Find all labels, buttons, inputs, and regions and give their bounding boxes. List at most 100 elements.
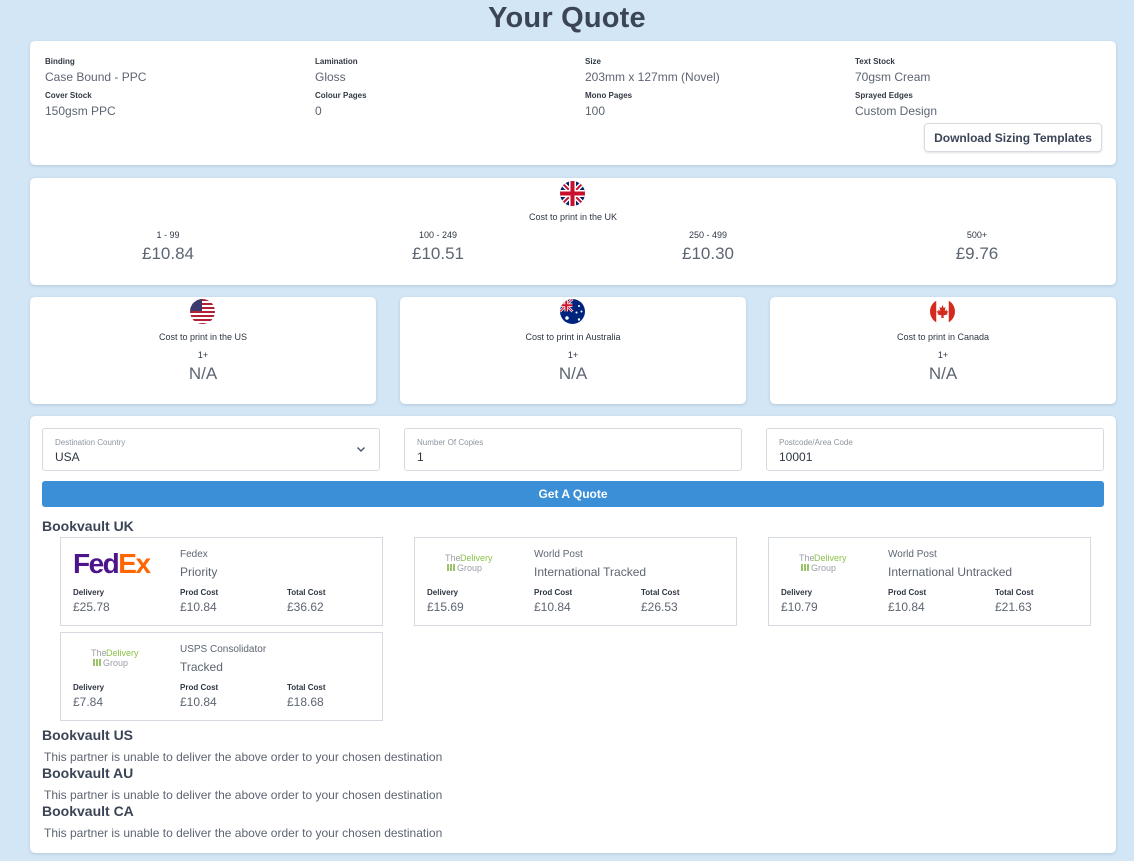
partner-heading-uk: Bookvault UK bbox=[42, 518, 134, 534]
total-cost: Total Cost £36.62 bbox=[287, 588, 326, 614]
spec-label: Binding bbox=[45, 57, 75, 66]
us-pricing-card: Cost to print in the US 1+ N/A bbox=[30, 297, 376, 404]
delivery-group-logo: The Delivery Group bbox=[427, 550, 509, 578]
field-value: 10001 bbox=[779, 450, 813, 464]
uk-flag-icon bbox=[560, 181, 585, 206]
ca-caption: Cost to print in Canada bbox=[896, 332, 990, 342]
column-value: £10.84 bbox=[888, 600, 925, 614]
spec-sprayed-edges: Sprayed Edges Custom Design bbox=[855, 91, 937, 118]
shipping-option[interactable]: The Delivery Group World Post Internatio… bbox=[414, 537, 737, 626]
column-value: £10.84 bbox=[180, 600, 217, 614]
service-name: Tracked bbox=[180, 660, 223, 674]
destination-country-select[interactable]: Destination Country USA bbox=[42, 428, 380, 471]
tier-price: £9.76 bbox=[955, 244, 999, 263]
spec-value: 70gsm Cream bbox=[855, 70, 931, 84]
partner-message-us: This partner is unable to deliver the ab… bbox=[44, 750, 443, 764]
ca-flag-icon bbox=[930, 299, 955, 324]
spec-value: 203mm x 127mm (Novel) bbox=[585, 70, 720, 84]
spec-binding: Binding Case Bound - PPC bbox=[45, 57, 146, 84]
get-a-quote-button[interactable]: Get A Quote bbox=[42, 481, 1104, 507]
prod-cost: Prod Cost £10.84 bbox=[180, 588, 218, 614]
spec-label: Mono Pages bbox=[585, 91, 633, 100]
ca-pricing-card: Cost to print in Canada 1+ N/A bbox=[770, 297, 1116, 404]
spec-value: 150gsm PPC bbox=[45, 104, 116, 118]
spec-card: Binding Case Bound - PPC Lamination Glos… bbox=[30, 41, 1116, 165]
delivery-cost: Delivery £7.84 bbox=[73, 683, 104, 709]
chevron-down-icon bbox=[355, 442, 367, 460]
tier-range: 1 - 99 bbox=[156, 230, 180, 240]
au-pricing-card: Cost to print in Australia 1+ N/A bbox=[400, 297, 746, 404]
column-label: Delivery bbox=[781, 588, 813, 597]
partner-heading-us: Bookvault US bbox=[42, 727, 134, 743]
total-cost: Total Cost £21.63 bbox=[995, 588, 1034, 614]
logo-text: The bbox=[799, 553, 815, 563]
column-label: Prod Cost bbox=[180, 683, 219, 692]
postcode-input[interactable]: Postcode/Area Code 10001 bbox=[766, 428, 1104, 471]
delivery-cost: Delivery £15.69 bbox=[427, 588, 464, 614]
tier-range: 100 - 249 bbox=[418, 230, 458, 240]
delivery-cost: Delivery £10.79 bbox=[781, 588, 818, 614]
column-label: Total Cost bbox=[641, 588, 680, 597]
spec-lamination: Lamination Gloss bbox=[315, 57, 358, 84]
column-value: £18.68 bbox=[287, 695, 324, 709]
column-value: £10.84 bbox=[180, 695, 217, 709]
au-flag-icon bbox=[560, 299, 585, 324]
uk-caption: Cost to print in the UK bbox=[528, 212, 618, 222]
spec-mono-pages: Mono Pages 100 bbox=[585, 91, 632, 118]
prod-cost: Prod Cost £10.84 bbox=[888, 588, 926, 614]
logo-text: Group bbox=[103, 658, 128, 668]
spec-colour-pages: Colour Pages 0 bbox=[315, 91, 367, 118]
field-label: Postcode/Area Code bbox=[779, 438, 853, 447]
page-title: Your Quote bbox=[488, 2, 646, 34]
column-value: £25.78 bbox=[73, 600, 110, 614]
shipping-option[interactable]: The Delivery Group USPS Consolidator Tra… bbox=[60, 632, 383, 721]
quote-card: Destination Country USA Number Of Copies… bbox=[30, 416, 1116, 853]
partner-message-au: This partner is unable to deliver the ab… bbox=[44, 788, 443, 802]
carrier-name: Fedex bbox=[180, 549, 208, 560]
field-label: Number Of Copies bbox=[417, 438, 484, 447]
carrier-name: USPS Consolidator bbox=[180, 644, 267, 655]
spec-value: Custom Design bbox=[855, 104, 938, 118]
us-flag-icon bbox=[190, 299, 215, 324]
ca-price: N/A bbox=[928, 364, 958, 383]
partner-message-ca: This partner is unable to deliver the ab… bbox=[44, 826, 443, 840]
fedex-logo-text: Fed bbox=[73, 548, 120, 579]
delivery-group-logo: The Delivery Group bbox=[73, 645, 155, 673]
au-price: N/A bbox=[558, 364, 588, 383]
us-qty: 1+ bbox=[197, 350, 209, 360]
column-value: £26.53 bbox=[641, 600, 678, 614]
spec-value: 0 bbox=[315, 104, 322, 118]
field-value: 1 bbox=[417, 450, 424, 464]
column-label: Delivery bbox=[73, 683, 105, 692]
partner-heading-au: Bookvault AU bbox=[42, 765, 134, 781]
field-value: USA bbox=[55, 450, 80, 464]
tier-price: £10.51 bbox=[412, 244, 464, 263]
fedex-logo: FedEx bbox=[73, 550, 155, 578]
spec-label: Colour Pages bbox=[315, 91, 367, 100]
field-label: Destination Country bbox=[55, 438, 126, 447]
shipping-option[interactable]: FedEx Fedex Priority Delivery £25.78 Pro… bbox=[60, 537, 383, 626]
spec-value: 100 bbox=[585, 104, 606, 118]
carrier-name: World Post bbox=[534, 549, 583, 560]
delivery-cost: Delivery £25.78 bbox=[73, 588, 110, 614]
service-name: International Untracked bbox=[888, 565, 1013, 579]
delivery-group-logo: The Delivery Group bbox=[781, 550, 863, 578]
uk-tier: 250 - 499 £10.30 bbox=[638, 230, 778, 264]
au-qty: 1+ bbox=[567, 350, 579, 360]
spec-value: Case Bound - PPC bbox=[45, 70, 147, 84]
column-label: Total Cost bbox=[287, 588, 326, 597]
prod-cost: Prod Cost £10.84 bbox=[180, 683, 218, 709]
spec-label: Size bbox=[585, 57, 602, 66]
tier-range: 250 - 499 bbox=[688, 230, 728, 240]
download-sizing-templates-button[interactable]: Download Sizing Templates bbox=[924, 123, 1102, 152]
spec-label: Sprayed Edges bbox=[855, 91, 913, 100]
spec-size: Size 203mm x 127mm (Novel) bbox=[585, 57, 720, 84]
prod-cost: Prod Cost £10.84 bbox=[534, 588, 572, 614]
tier-range: 500+ bbox=[966, 230, 988, 240]
number-of-copies-input[interactable]: Number Of Copies 1 bbox=[404, 428, 742, 471]
service-name: International Tracked bbox=[534, 565, 647, 579]
spec-cover-stock: Cover Stock 150gsm PPC bbox=[45, 91, 116, 118]
logo-text: Delivery bbox=[814, 553, 847, 563]
shipping-option[interactable]: The Delivery Group World Post Internatio… bbox=[768, 537, 1091, 626]
spec-text-stock: Text Stock 70gsm Cream bbox=[855, 57, 930, 84]
